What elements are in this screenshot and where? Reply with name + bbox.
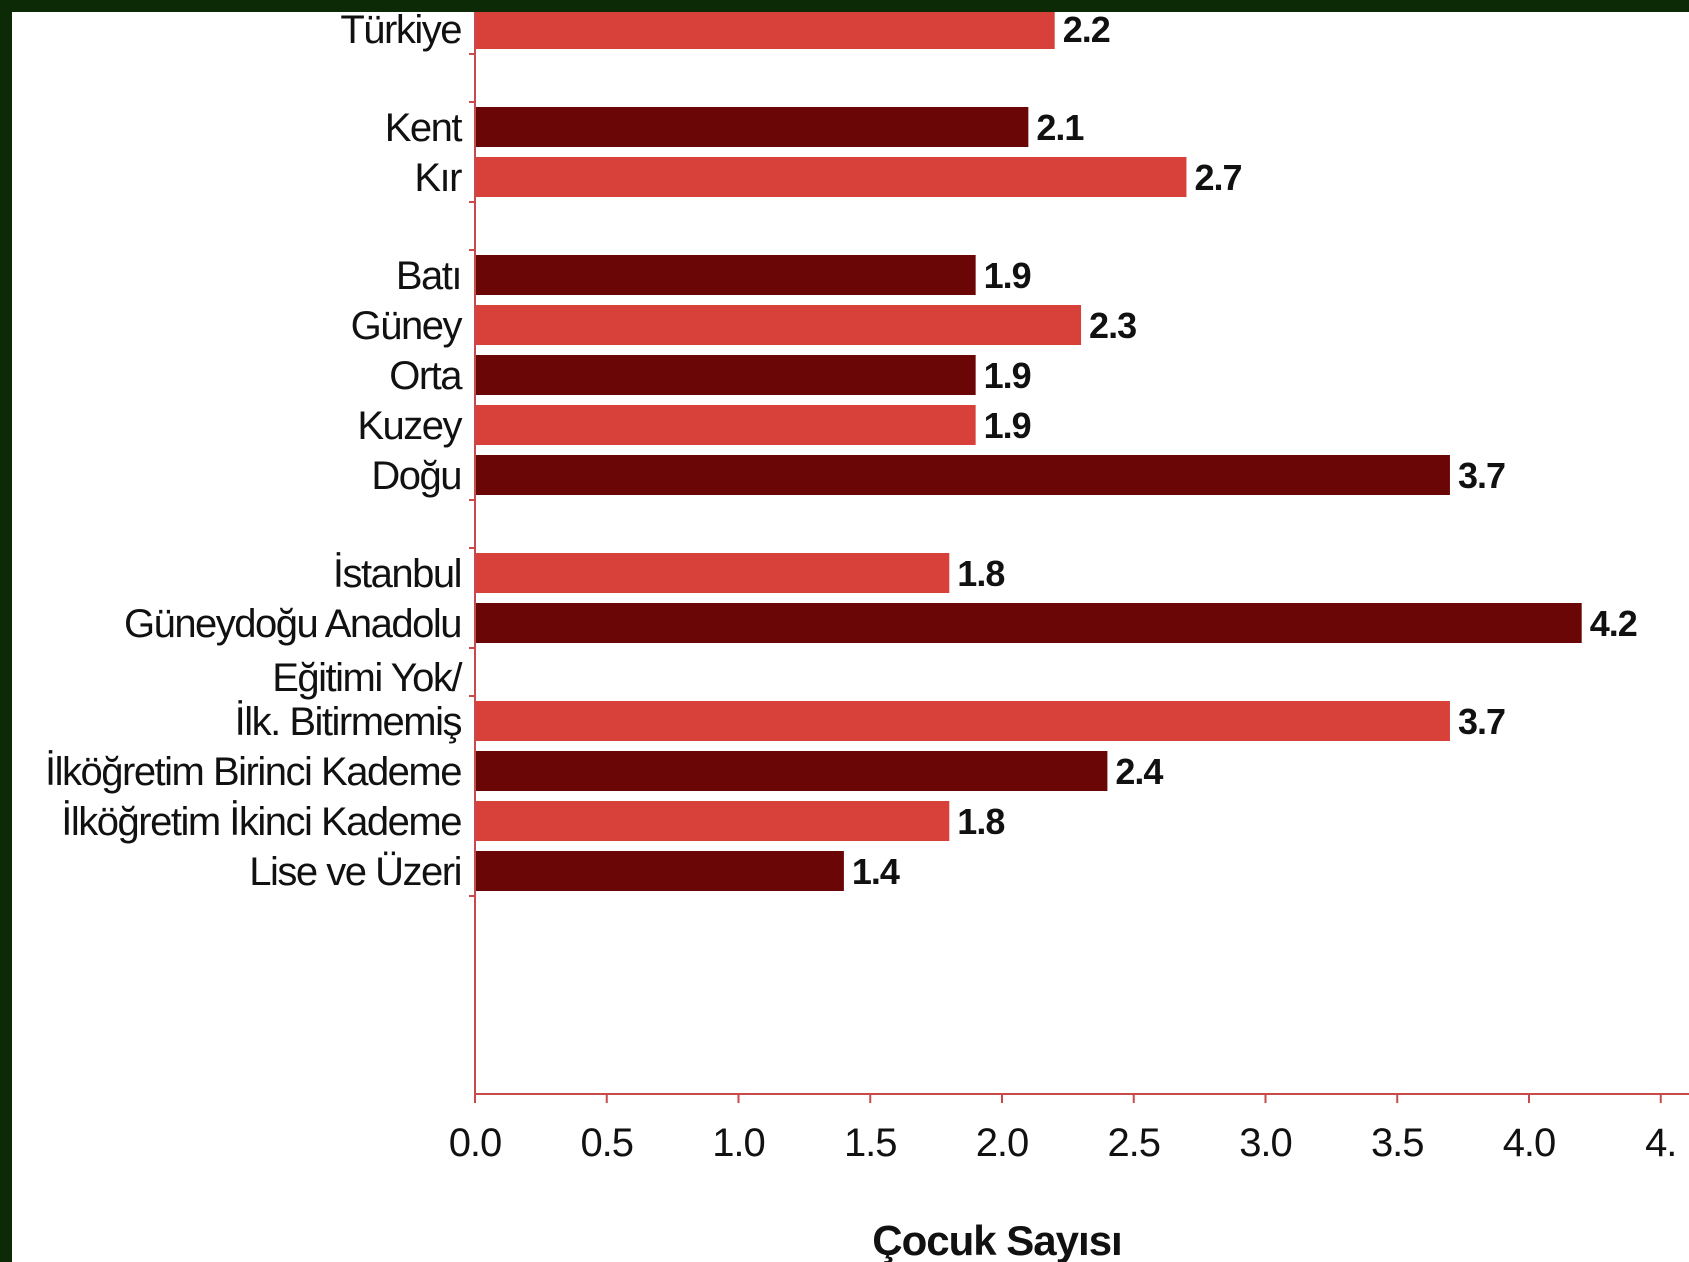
value-label: 1.9 xyxy=(984,405,1031,446)
bar xyxy=(476,355,976,395)
x-tick-label: 4.0 xyxy=(1503,1121,1556,1165)
x-tick-label: 2.5 xyxy=(1107,1121,1160,1165)
value-label: 1.9 xyxy=(984,355,1031,396)
value-label: 2.1 xyxy=(1036,107,1084,148)
bar xyxy=(476,801,950,841)
value-label: 2.7 xyxy=(1194,157,1241,198)
category-label: Kuzey xyxy=(357,404,462,448)
bars-layer: Türkiye 2.2 Kent 2.1 Kır 2.7 Batı 1.9 Güney 2.3 Or… xyxy=(45,12,1638,894)
bar xyxy=(476,107,1029,147)
category-label: Kır xyxy=(414,156,462,200)
chart-panel: Türkiye 2.2 Kent 2.1 Kır 2.7 Batı 1.9 Güney 2.3 Or… xyxy=(12,12,1689,1262)
value-label: 3.7 xyxy=(1458,701,1505,742)
category-label: Güney xyxy=(351,304,463,348)
bar xyxy=(476,157,1187,197)
value-label: 2.3 xyxy=(1089,305,1136,346)
category-label: İlk. Bitirmemiş xyxy=(235,699,462,744)
category-label: Güneydoğu Anadolu xyxy=(124,602,461,646)
axis-layer: 0.0 0.5 1.0 1.5 2.0 2.5 3.0 3.5 4.0 4. xyxy=(449,12,1689,1165)
category-label: Kent xyxy=(385,106,463,150)
category-label: Orta xyxy=(389,354,463,398)
bar xyxy=(476,12,1055,49)
value-label: 1.9 xyxy=(984,255,1031,296)
x-tick-label: 0.0 xyxy=(449,1121,502,1165)
x-tick-label: 1.5 xyxy=(844,1121,897,1165)
x-tick-label: 3.5 xyxy=(1371,1121,1424,1165)
x-tick-label: 0.5 xyxy=(580,1121,633,1165)
value-label: 1.8 xyxy=(957,801,1004,842)
value-label: 2.2 xyxy=(1063,12,1110,50)
value-label: 4.2 xyxy=(1590,603,1637,644)
bar-chart: Türkiye 2.2 Kent 2.1 Kır 2.7 Batı 1.9 Güney 2.3 Or… xyxy=(45,12,1689,1262)
value-label: 2.4 xyxy=(1115,751,1163,792)
bar xyxy=(476,405,976,445)
bar xyxy=(476,603,1582,643)
bar xyxy=(476,553,950,593)
x-tick-label: 1.0 xyxy=(712,1121,765,1165)
bar xyxy=(476,851,844,891)
bar xyxy=(476,255,976,295)
category-label: İstanbul xyxy=(333,551,461,596)
category-label: İlköğretim Birinci Kademe xyxy=(45,749,461,794)
x-tick-label: 3.0 xyxy=(1239,1121,1292,1165)
bar xyxy=(476,701,1450,741)
category-label: Lise ve Üzeri xyxy=(249,850,461,894)
category-label: Batı xyxy=(396,254,461,298)
bar xyxy=(476,305,1082,345)
value-label: 3.7 xyxy=(1458,455,1505,496)
bar xyxy=(476,455,1450,495)
category-label: Doğu xyxy=(371,454,461,498)
x-axis-title: Çocuk Sayısı xyxy=(872,1217,1121,1262)
x-tick-label: 4. xyxy=(1645,1121,1676,1165)
x-tick-label: 2.0 xyxy=(976,1121,1029,1165)
bar xyxy=(476,751,1108,791)
value-label: 1.8 xyxy=(957,553,1004,594)
category-label: Türkiye xyxy=(340,12,461,52)
category-label: Eğitimi Yok/ xyxy=(272,656,463,700)
category-label: İlköğretim İkinci Kademe xyxy=(61,799,461,844)
value-label: 1.4 xyxy=(852,851,900,892)
